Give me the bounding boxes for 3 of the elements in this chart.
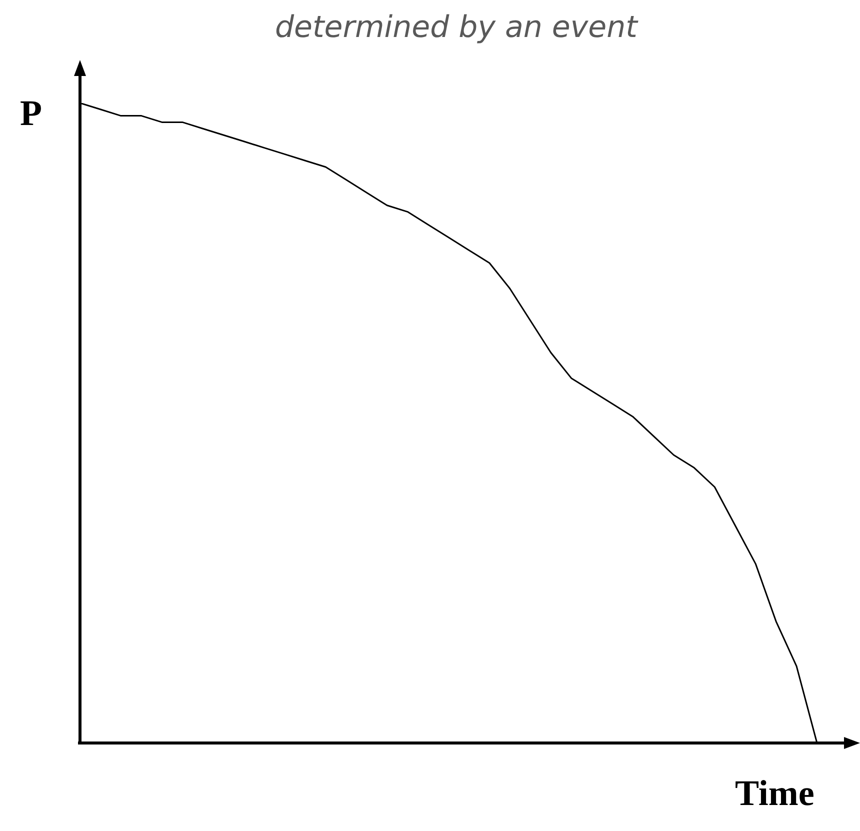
x-axis-title: Time — [735, 772, 814, 814]
chart-title: determined by an event — [275, 10, 638, 45]
y-axis-title: P — [20, 92, 42, 134]
